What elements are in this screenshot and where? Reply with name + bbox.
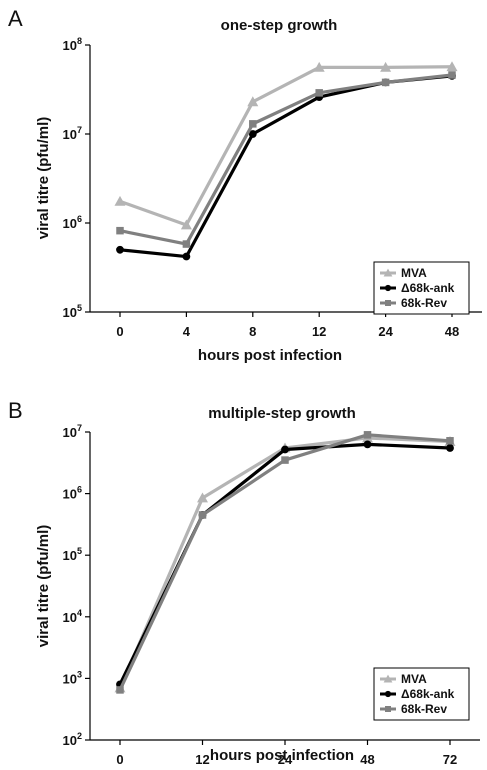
y-tick-exp: 6 [77,214,82,224]
data-point [281,446,289,454]
chart-title: one-step growth [221,17,338,34]
data-point [364,440,372,448]
y-axis-label: viral titre (pfu/ml) [35,117,52,240]
data-point [249,120,256,128]
y-tick-base: 10 [63,216,77,231]
y-tick-label: 105 [63,546,82,563]
series-line [120,444,450,684]
x-tick-label: 24 [278,752,293,767]
y-tick-base: 10 [63,38,77,53]
legend-label: MVA [401,672,427,686]
legend-marker [385,706,391,712]
data-point [183,240,191,248]
y-tick-exp: 5 [77,546,82,556]
legend-label: Δ68k-ank [401,687,455,701]
data-point [116,686,124,694]
x-tick-label: 48 [360,752,374,767]
data-point [446,444,454,452]
legend-marker [385,285,391,291]
y-tick-exp: 6 [77,485,82,495]
data-point [448,71,456,79]
panel-letter: A [8,6,23,31]
y-tick-exp: 7 [77,423,82,433]
data-point [115,196,126,206]
y-tick-base: 10 [63,548,77,563]
y-tick-exp: 2 [77,731,82,741]
y-tick-exp: 8 [77,36,82,46]
legend-label: 68k-Rev [401,702,447,716]
y-tick-label: 102 [63,731,82,748]
data-point [281,456,289,464]
y-tick-exp: 4 [77,608,82,618]
panel-a: A one-step growth viral titre (pfu/ml) h… [8,6,482,364]
y-tick-label: 107 [63,423,82,440]
y-tick-base: 10 [63,733,77,748]
y-tick-exp: 5 [77,303,82,313]
y-tick-base: 10 [63,425,77,440]
y-tick-base: 10 [63,671,77,686]
x-axis-label: hours post infection [198,347,342,364]
data-point [382,79,390,87]
x-tick-label: 8 [249,324,256,339]
data-point [116,227,124,235]
y-tick-base: 10 [63,127,77,142]
y-tick-label: 106 [63,214,82,231]
chart-title: multiple-step growth [208,405,356,422]
y-tick-label: 108 [63,36,82,53]
series-line [120,67,452,225]
y-tick-label: 103 [63,669,82,686]
data-point [199,511,207,519]
legend-label: MVA [401,266,427,280]
y-tick-label: 105 [63,303,82,320]
panel-b: B multiple-step growth viral titre (pfu/… [8,398,480,767]
y-tick-label: 104 [63,608,82,625]
y-axis-label: viral titre (pfu/ml) [35,525,52,648]
x-tick-label: 72 [443,752,457,767]
x-tick-label: 0 [116,324,123,339]
x-tick-label: 12 [195,752,209,767]
data-point [116,246,124,254]
series-line [120,76,452,257]
legend-marker [385,691,391,697]
x-tick-label: 0 [116,752,123,767]
y-tick-label: 107 [63,125,82,142]
panel-letter: B [8,398,23,423]
legend-label: Δ68k-ank [401,281,455,295]
data-point [446,437,454,445]
y-tick-base: 10 [63,610,77,625]
legend-marker [385,300,391,306]
data-point [364,431,372,439]
data-point [315,89,323,97]
legend-label: 68k-Rev [401,296,447,310]
x-tick-label: 4 [183,324,191,339]
y-tick-label: 106 [63,485,82,502]
x-tick-label: 12 [312,324,326,339]
x-tick-label: 48 [445,324,459,339]
x-tick-label: 24 [378,324,393,339]
y-tick-exp: 7 [77,125,82,135]
data-point [183,253,191,261]
series-line [120,438,450,688]
series-line [120,435,450,690]
y-tick-base: 10 [63,487,77,502]
y-tick-base: 10 [63,305,77,320]
y-tick-exp: 3 [77,669,82,679]
